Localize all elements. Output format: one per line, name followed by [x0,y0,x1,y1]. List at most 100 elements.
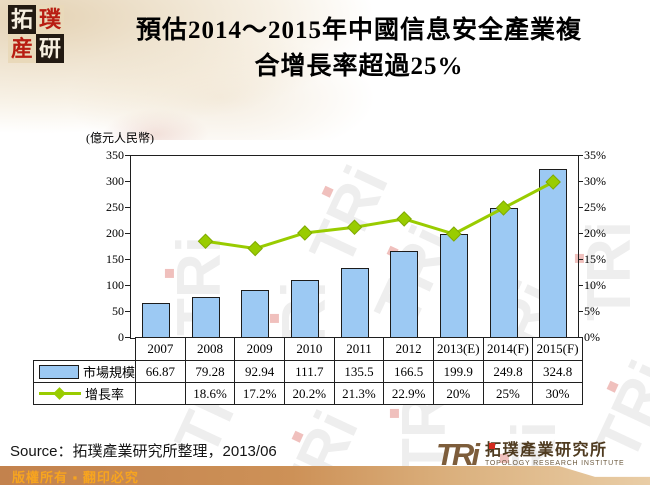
watermark-red-dot [291,430,304,443]
right-axis-label: 35% [584,148,606,162]
right-axis-label: 30% [584,174,606,188]
left-axis-label: 300 [106,174,124,188]
bar-2012 [390,251,419,338]
line-marker [545,174,561,190]
tri-logo-word: TRi [436,439,495,470]
tri-logo-names: 拓璞產業研究所 TOPOLOGY RESEARCH INSTITUTE [485,441,625,468]
market-size-cell: 66.87 [135,360,186,383]
line-marker [346,219,363,236]
tri-logo-en: TOPOLOGY RESEARCH INSTITUTE [484,460,625,467]
left-axis-label: 100 [106,278,124,292]
right-axis-tick [578,181,583,182]
growth-rate-cell: 22.9% [383,382,434,405]
right-axis-label: 20% [584,226,606,240]
watermark-red-dot [606,380,619,393]
bar-2011 [340,267,369,338]
company-seal: 拓 璞 産 研 [8,5,64,63]
tri-logo-cn: 拓璞產業研究所 [484,442,608,459]
right-axis-tick [578,285,583,286]
seal-char: 産 [8,34,36,63]
copyright-note: 版權所有 ▪ 翻印必究 [12,470,139,485]
growth-rate-cell [135,382,186,405]
right-axis-label: 10% [584,278,606,292]
market-size-cell: 166.5 [383,360,434,383]
left-axis-tick [125,337,130,338]
growth-rate-cell: 20.2% [283,382,335,405]
seal-char: 拓 [8,5,36,34]
line-marker [495,200,512,216]
page-title: 預估2014～2015年中國信息安全產業複 合增長率超過25% [78,13,640,85]
line-marker [197,233,214,250]
left-axis-tick [125,311,130,312]
line-marker [396,211,412,227]
year-cell: 2012 [383,337,434,361]
growth-rate-cell: 25% [482,382,534,405]
year-cell: 2011 [333,337,385,361]
bar-2015(F) [539,169,568,338]
market-size-cell: 111.7 [283,360,335,383]
left-axis-tick [125,181,130,182]
line-marker [297,225,313,241]
watermark-red-dot [389,408,399,418]
market-size-cell: 135.5 [333,360,385,383]
tri-logo: TRi 拓璞產業研究所 TOPOLOGY RESEARCH INSTITUTE [436,439,625,470]
bar-2008 [191,296,220,338]
right-axis-label: 25% [584,200,606,214]
market-size-cell: 249.8 [482,360,534,383]
seal-char: 研 [36,34,64,63]
data-table: 2007 2008 2009 2010 2011 2012 2013(E) 2014(F) 20… [32,337,583,405]
year-cell: 2015(F) [532,337,583,361]
table-corner-blank [34,338,136,361]
legend-growth-rate: 增長率 [32,382,137,405]
growth-rate-cell: 18.6% [184,382,236,405]
year-cell: 2014(F) [482,337,534,361]
left-axis-tick [125,207,130,208]
growth-rate-cell: 17.2% [234,382,285,405]
right-axis-label: 15% [584,252,606,266]
right-axis-tick [578,233,583,234]
growth-rate-cell: 21.3% [333,382,385,405]
growth-rate-cell: 30% [532,382,583,405]
left-axis-tick [125,155,130,156]
line-marker [446,226,462,242]
page-title-line2: 合增長率超過25% [254,53,464,80]
growth-rate-cell: 20% [432,382,484,405]
legend-market-size: 市場規模 [32,360,137,383]
line-marker [247,240,263,257]
right-axis-tick [578,259,583,260]
seal-char: 璞 [36,5,64,34]
bar-2007 [141,303,170,338]
bar-swatch-icon [39,364,79,379]
left-axis-tick [125,233,130,234]
page-title-line1: 預估2014～2015年中國信息安全產業複 [135,17,582,44]
year-cell: 2007 [135,337,186,361]
left-axis-label: 0 [118,330,124,344]
right-axis-tick [578,207,583,208]
banner-texture [0,0,650,140]
bar-2009 [241,289,270,338]
right-axis-tick [578,155,583,156]
source-note: Source：拓璞產業研究所整理，2013/06 [10,443,277,460]
right-axis-label: 0% [584,330,600,344]
market-size-cell: 199.9 [432,360,484,383]
market-size-cell: 92.94 [234,360,285,383]
left-axis-label: 50 [112,304,124,318]
left-axis-tick [125,285,130,286]
right-axis-tick [578,311,583,312]
right-axis-label: 5% [584,304,600,318]
bar-2010 [290,279,319,338]
market-size-cell: 324.8 [532,360,583,383]
left-axis-label: 150 [106,252,124,266]
axis-unit-label: (億元人民幣) [86,131,154,145]
tri-logo-text: TRi [436,437,480,472]
year-cell: 2008 [184,337,236,361]
bar-2014(F) [489,208,518,338]
plot-area [130,155,579,339]
left-axis-tick [125,259,130,260]
growth-line [197,174,561,257]
year-cell: 2013(E) [432,337,484,361]
left-axis-label: 200 [106,226,124,240]
line-swatch-icon [39,387,81,400]
legend-label: 市場規模 [83,365,136,380]
